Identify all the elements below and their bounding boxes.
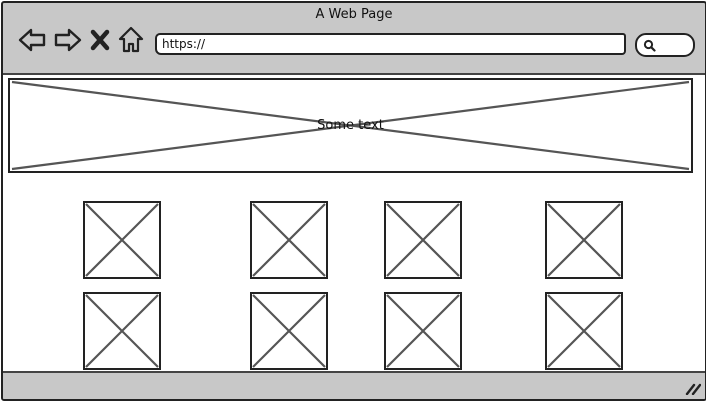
window-title: A Web Page [315, 7, 393, 22]
image-placeholder [250, 292, 328, 370]
search-icon [643, 39, 656, 52]
forward-arrow-icon[interactable] [53, 25, 83, 55]
back-arrow-icon[interactable] [17, 25, 47, 55]
status-bar [3, 373, 705, 399]
url-input[interactable]: https:// [155, 33, 626, 55]
image-placeholder [545, 201, 623, 279]
image-placeholder [250, 201, 328, 279]
image-placeholder [384, 292, 462, 370]
image-placeholder [545, 292, 623, 370]
search-input[interactable] [635, 33, 695, 57]
hero-placeholder-cross [11, 80, 690, 171]
image-placeholder [83, 201, 161, 279]
hero-image-placeholder: Some text [8, 78, 693, 173]
hero-text: Some text [317, 118, 384, 133]
close-icon[interactable] [89, 25, 111, 55]
image-placeholder [83, 292, 161, 370]
toolbar-divider [3, 73, 705, 75]
image-placeholder [384, 201, 462, 279]
home-icon[interactable] [117, 25, 145, 55]
resize-grip-icon[interactable] [685, 381, 701, 395]
statusbar-divider [3, 371, 705, 373]
page-content: Some text [3, 75, 705, 371]
